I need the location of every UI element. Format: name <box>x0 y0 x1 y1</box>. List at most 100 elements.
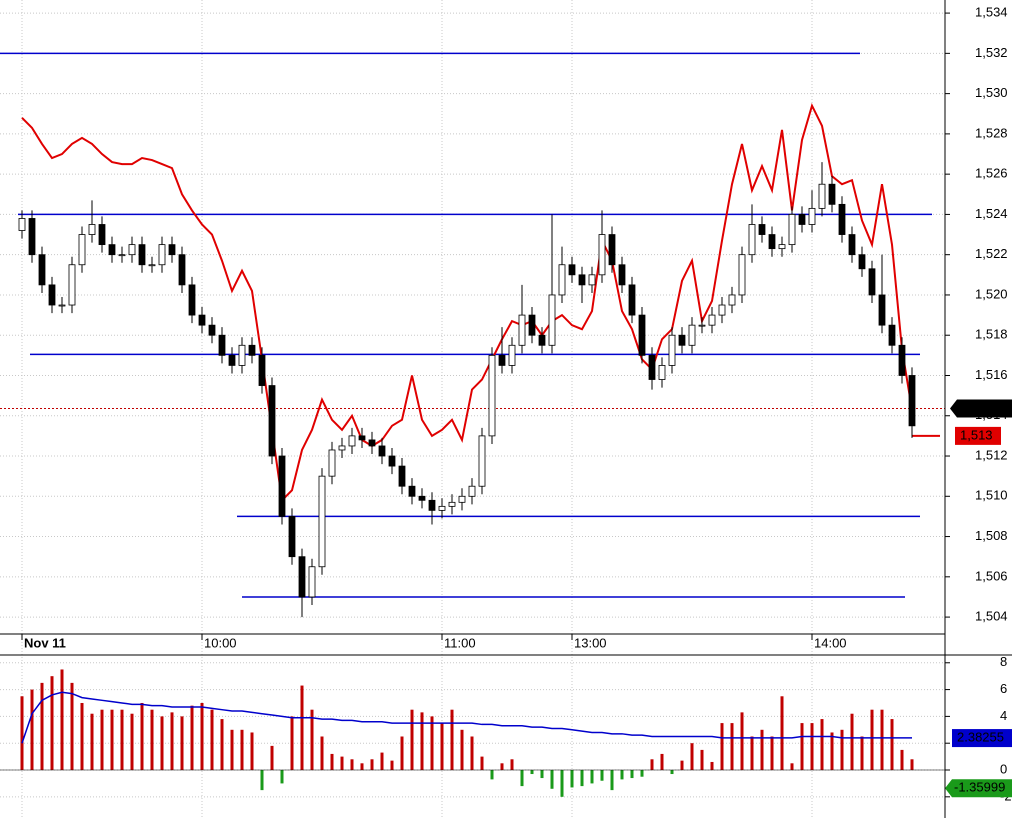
histogram-bar <box>860 736 864 771</box>
candle-body <box>768 234 776 250</box>
histogram-bar <box>850 713 854 771</box>
ma-last-box <box>952 729 1012 748</box>
candle-body <box>528 314 536 336</box>
candle-body <box>138 244 146 266</box>
histogram-bar <box>460 729 464 771</box>
candle-body <box>638 314 646 356</box>
candle-body <box>68 264 76 306</box>
histogram-bar <box>280 770 284 784</box>
histogram-bar <box>550 770 554 789</box>
histogram-bar <box>700 749 704 771</box>
candle-body <box>908 375 916 427</box>
candle-body <box>618 264 626 286</box>
candle-body <box>348 435 356 447</box>
time-label: 11:00 <box>444 635 476 650</box>
candle-body <box>88 224 96 235</box>
histogram-bar <box>100 709 104 771</box>
candle-body <box>718 304 726 316</box>
histogram-bar <box>570 770 574 788</box>
histogram-bar <box>150 709 154 771</box>
candle-body <box>158 244 166 266</box>
candle-body <box>838 203 846 235</box>
candle-body <box>808 207 816 225</box>
histogram-bar <box>410 709 414 771</box>
histogram-bar <box>450 709 454 771</box>
candle-body <box>98 224 106 246</box>
candle-body <box>678 334 686 346</box>
histogram-bar <box>880 709 884 771</box>
histogram-bar <box>730 723 734 771</box>
candle-body <box>748 224 756 256</box>
histogram-bar <box>750 736 754 771</box>
histogram-bar <box>580 770 584 787</box>
ma-line <box>21 691 912 744</box>
overlay-last-box <box>955 426 1001 445</box>
histogram-bar <box>530 770 534 775</box>
histogram-bar <box>80 702 84 771</box>
y-tick-label: 1,506 <box>975 568 1008 583</box>
histogram-bar <box>40 682 44 771</box>
histogram-bar <box>640 770 644 777</box>
histogram-bar <box>50 676 54 771</box>
y-tick-label: 8 <box>1000 654 1007 669</box>
histogram-bar <box>190 705 194 771</box>
candle-body <box>478 435 486 487</box>
histogram-bar <box>360 763 364 771</box>
candle-body <box>418 495 426 501</box>
histogram-bar <box>370 759 374 771</box>
candle-body <box>218 334 226 356</box>
candle-body <box>428 499 436 511</box>
hist-last-label: -1.35999 <box>954 780 1005 795</box>
candle-body <box>368 439 376 447</box>
y-tick-label: 1,524 <box>975 206 1008 221</box>
candle-body <box>468 485 476 497</box>
candle-body <box>598 234 606 276</box>
candle-body <box>208 324 216 336</box>
time-label: 13:00 <box>574 635 607 650</box>
y-tick-label: 0 <box>1000 761 1007 776</box>
candle-body <box>488 354 496 437</box>
histogram-bar <box>600 770 604 781</box>
candle-body <box>538 334 546 346</box>
histogram-bar <box>60 669 64 771</box>
candle-body <box>268 385 276 457</box>
histogram-bar <box>140 702 144 771</box>
histogram-bar <box>340 756 344 771</box>
histogram-bar <box>790 763 794 771</box>
candle-body <box>178 254 186 286</box>
histogram-bar <box>870 709 874 771</box>
histogram-bar <box>680 760 684 771</box>
candle-body <box>118 254 126 257</box>
candle-body <box>288 516 296 558</box>
candle-body <box>898 344 906 376</box>
histogram-bar <box>510 759 514 771</box>
time-label: Nov 11 <box>24 635 66 650</box>
histogram-bar <box>710 761 714 771</box>
histogram-bar <box>30 689 34 771</box>
candle-body <box>778 244 786 250</box>
candle-body <box>878 294 886 326</box>
histogram-bar <box>220 719 224 771</box>
y-tick-label: 1,516 <box>975 367 1008 382</box>
histogram-bar <box>20 696 24 771</box>
last-price-label: 1,514.36 <box>959 400 1010 415</box>
y-tick-label: 4 <box>1000 708 1007 723</box>
candle-body <box>498 354 506 366</box>
candle-body <box>78 234 86 266</box>
candle-body <box>818 183 826 209</box>
histogram-bar <box>770 736 774 771</box>
histogram-bar <box>110 709 114 771</box>
histogram-bar <box>590 770 594 784</box>
histogram-bar <box>760 729 764 771</box>
candle-body <box>18 218 26 231</box>
candle-body <box>628 284 636 316</box>
candle-body <box>398 465 406 487</box>
y-tick-label: 6 <box>1000 681 1007 696</box>
histogram-bar <box>400 736 404 771</box>
overlay-last-label: 1,513 <box>960 427 993 442</box>
candle-body <box>658 365 666 380</box>
candle-body <box>798 214 806 225</box>
histogram-bar <box>560 770 564 797</box>
histogram-bar <box>160 716 164 771</box>
overlay-line <box>21 102 913 503</box>
